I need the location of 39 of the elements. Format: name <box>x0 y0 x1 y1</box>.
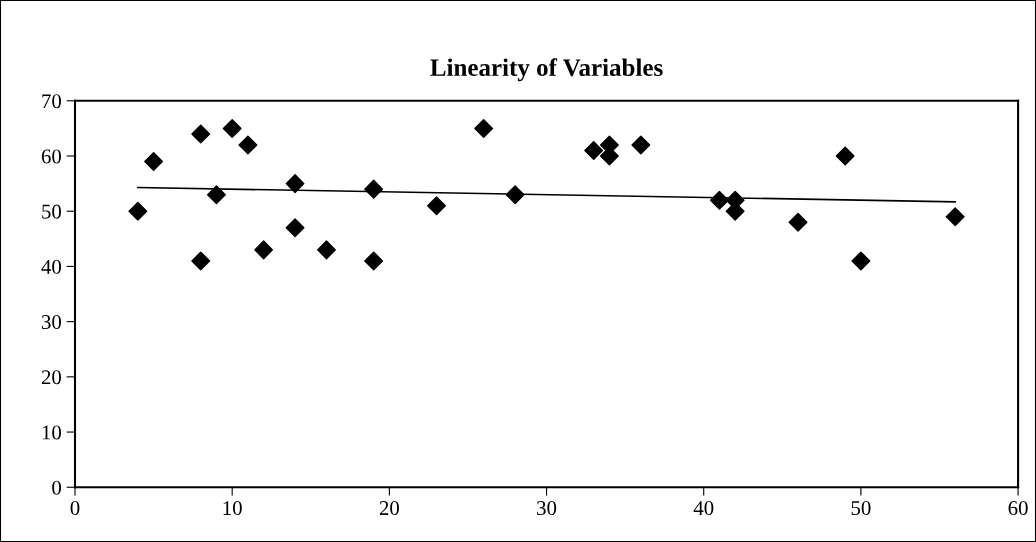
y-tick-label: 50 <box>42 204 62 219</box>
point <box>206 185 226 205</box>
point <box>364 251 384 271</box>
point <box>788 212 808 232</box>
point <box>474 118 494 138</box>
x-tick-label: 50 <box>851 501 871 516</box>
y-tick-label: 70 <box>42 94 62 109</box>
x-tick-label: 20 <box>379 501 399 516</box>
chart-title: Linearity of Variables <box>430 58 663 82</box>
y-tick-label: 60 <box>41 149 62 164</box>
point <box>238 135 258 155</box>
point <box>505 185 525 205</box>
x-tick-label: 60 <box>1008 501 1028 516</box>
x-tick-label: 40 <box>693 501 714 516</box>
point <box>851 251 871 271</box>
point <box>709 190 729 210</box>
point <box>128 201 148 221</box>
point <box>191 251 211 271</box>
x-tick-label: 30 <box>537 501 557 516</box>
point <box>317 240 336 260</box>
point <box>254 240 274 260</box>
point <box>427 196 446 216</box>
point <box>835 146 855 166</box>
y-tick-label: 40 <box>41 259 62 274</box>
point <box>144 152 164 172</box>
y-tick-label: 30 <box>41 315 62 330</box>
point <box>584 141 604 160</box>
y-tick-label: 20 <box>41 370 62 385</box>
point <box>364 179 384 199</box>
point <box>191 124 211 144</box>
y-tick-label: 10 <box>42 425 62 440</box>
point <box>945 207 965 227</box>
point <box>631 135 651 155</box>
y-tick-label: 0 <box>52 480 62 495</box>
point <box>285 174 305 194</box>
x-tick-label: 10 <box>223 501 242 516</box>
point <box>285 218 305 238</box>
x-tick-label: 0 <box>70 501 80 516</box>
point <box>222 118 242 138</box>
